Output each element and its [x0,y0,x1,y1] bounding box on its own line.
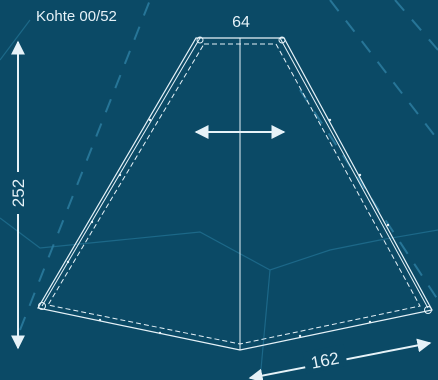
dashed-guides [19,0,438,331]
seam-line [47,43,421,345]
item-label: Kohte 00/52 [36,8,117,25]
bottom-edge-label-gap [302,344,348,374]
corner-marks [38,36,432,314]
height-label-gap [10,172,26,214]
height-label: 252 [9,179,28,207]
stitch-marks [66,118,390,338]
top-width-label: 64 [232,14,250,31]
